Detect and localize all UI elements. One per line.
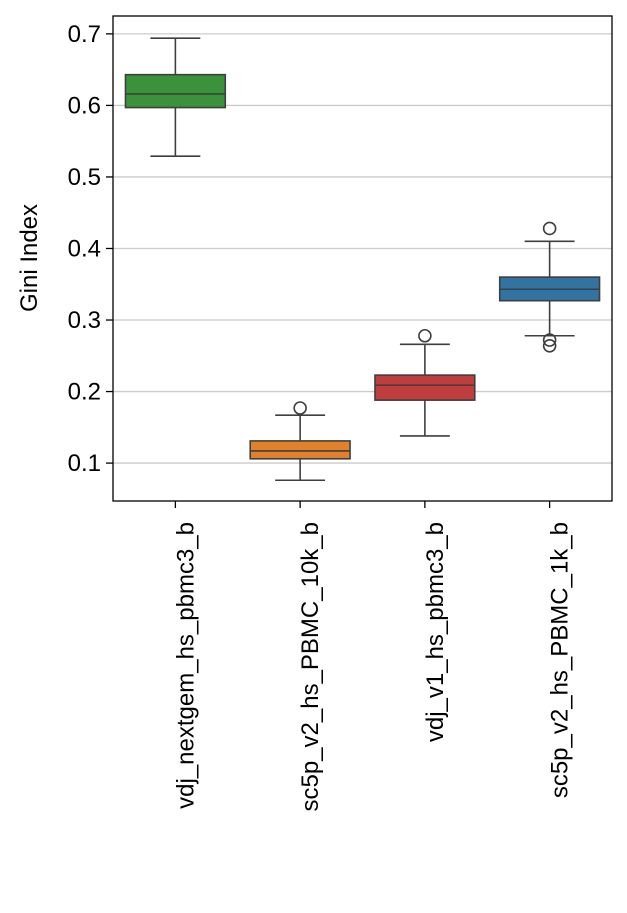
y-tick-label: 0.5 xyxy=(68,164,101,191)
box xyxy=(374,374,476,401)
x-tick-label: vdj_nextgem_hs_pbmc3_b xyxy=(172,522,199,809)
x-tick-label: sc5p_v2_hs_PBMC_10k_b xyxy=(297,522,324,812)
plot-frame xyxy=(112,15,613,502)
outlier xyxy=(542,338,557,353)
y-tick-label: 0.2 xyxy=(68,379,101,406)
outlier xyxy=(542,333,557,347)
y-tick-label: 0.6 xyxy=(68,92,101,119)
x-tick-label: sc5p_v2_hs_PBMC_1k_b xyxy=(547,522,574,798)
y-axis-label: Gini Index xyxy=(16,204,43,312)
box xyxy=(249,440,351,460)
y-tick-label: 0.3 xyxy=(68,307,101,334)
outlier xyxy=(542,221,557,236)
box xyxy=(124,73,227,109)
y-tick-label: 0.4 xyxy=(68,235,101,262)
outlier xyxy=(418,328,432,343)
outlier xyxy=(293,401,307,415)
y-tick-label: 0.1 xyxy=(68,450,101,477)
y-tick-label: 0.7 xyxy=(68,21,101,48)
x-tick-label: vdj_v1_hs_pbmc3_b xyxy=(422,522,449,742)
